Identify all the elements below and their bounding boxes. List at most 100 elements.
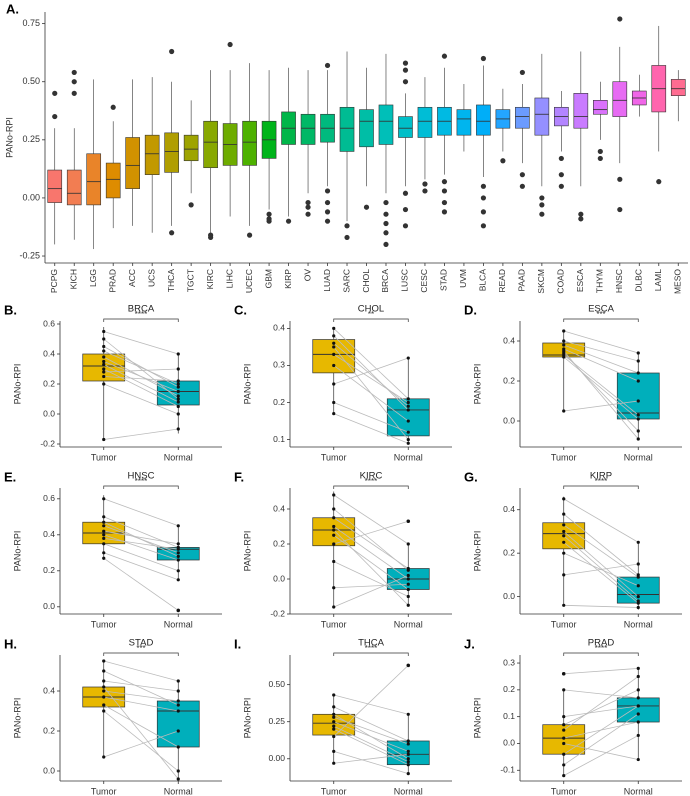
box — [398, 116, 413, 138]
pair-point — [636, 584, 640, 588]
pair-point — [102, 497, 106, 501]
outlier — [656, 179, 662, 185]
x-tick-label: DLBC — [634, 269, 644, 292]
pair-point — [102, 685, 106, 689]
pair-point — [102, 679, 106, 683]
pair-line — [103, 346, 179, 388]
pair-point — [332, 363, 336, 368]
x-tick-label: KIRP — [283, 269, 293, 289]
x-tick-label: Normal — [164, 452, 193, 462]
pair-point — [332, 345, 336, 349]
pair-point — [176, 379, 180, 383]
pair-point — [102, 551, 106, 555]
pair-line — [333, 750, 409, 774]
pair-point — [102, 520, 106, 524]
pair-point — [332, 559, 336, 564]
significance-label: **** — [365, 644, 377, 653]
pair-line — [333, 561, 409, 597]
pair-point — [176, 352, 180, 356]
x-tick-label: UCEC — [244, 269, 254, 293]
x-tick-label: LUSC — [400, 269, 410, 292]
y-tick-label: 0.2 — [503, 547, 515, 557]
x-tick-label: SKCM — [536, 269, 546, 294]
x-tick-label: KICH — [68, 269, 78, 289]
pair-line — [333, 526, 409, 580]
y-axis-label: PANo-RPI — [242, 531, 252, 572]
outlier — [344, 223, 350, 229]
panel-label: I. — [234, 636, 241, 651]
x-tick-label: Normal — [394, 786, 423, 796]
pair-point — [332, 400, 336, 405]
pair-point — [406, 742, 410, 746]
pair-point — [406, 760, 410, 764]
x-tick-label: SARC — [341, 269, 351, 293]
pair-line — [563, 563, 639, 576]
pair-point — [102, 659, 106, 663]
pair-point — [406, 582, 410, 586]
pair-line — [563, 400, 639, 412]
outlier — [285, 218, 292, 224]
significance-label: **** — [365, 477, 377, 486]
y-axis-label: PANo-RPI — [12, 531, 22, 572]
x-tick-label: Normal — [624, 452, 653, 462]
pair-point — [636, 540, 640, 544]
outlier — [402, 223, 409, 229]
pair-point — [562, 603, 566, 607]
pair-point — [102, 709, 106, 713]
outlier — [52, 113, 58, 120]
panel-title: THCA — [358, 638, 385, 649]
outlier — [480, 195, 487, 201]
y-tick-label: 0.0 — [503, 415, 515, 425]
x-tick-label: THYM — [595, 269, 605, 293]
pair-point — [406, 763, 410, 767]
panel-label: B. — [4, 302, 17, 317]
pair-point — [176, 551, 180, 555]
pair-point — [562, 741, 566, 746]
y-tick-label: 0.00 — [22, 192, 40, 202]
x-tick-label: LUAD — [322, 269, 332, 292]
box — [125, 137, 140, 189]
pair-line — [333, 725, 409, 763]
y-tick-label: 0.2 — [273, 397, 285, 407]
x-tick-label: Tumor — [321, 786, 347, 796]
significance-bracket — [563, 485, 639, 489]
x-tick-label: PRAD — [107, 269, 117, 293]
outlier — [324, 218, 331, 224]
pair-point — [406, 739, 410, 743]
box — [66, 169, 82, 206]
pair-point — [332, 524, 336, 529]
pair-line — [103, 364, 179, 403]
pair-point — [406, 749, 410, 753]
pair-line — [103, 521, 179, 557]
pair-point — [176, 699, 180, 703]
significance-label: **** — [595, 477, 607, 486]
outlier — [227, 41, 233, 48]
pair-point — [562, 534, 566, 538]
x-tick-label: BLCA — [478, 269, 488, 292]
pair-line — [563, 689, 639, 726]
outlier — [480, 209, 487, 215]
pair-point — [176, 709, 180, 713]
y-axis-label: PANo-RPI — [4, 117, 14, 158]
x-tick-label: Tumor — [551, 786, 577, 796]
pair-point — [562, 343, 566, 347]
outlier — [71, 69, 77, 76]
pair-line — [563, 350, 639, 440]
pair-line — [103, 538, 179, 550]
outlier — [558, 183, 564, 189]
pair-line — [103, 516, 179, 548]
x-tick-label: Tumor — [321, 452, 347, 462]
y-tick-label: 0.4 — [43, 348, 55, 358]
outlier — [519, 183, 525, 189]
outlier — [539, 211, 545, 217]
pair-point — [562, 573, 566, 577]
pair-point — [102, 337, 106, 341]
x-tick-label: KIRC — [205, 269, 215, 289]
pair-point — [406, 441, 410, 445]
outlier — [597, 148, 603, 155]
pair-line — [333, 529, 409, 606]
significance-bracket — [103, 485, 179, 489]
y-tick-label: 0.1 — [273, 434, 285, 444]
pair-point — [636, 733, 640, 738]
